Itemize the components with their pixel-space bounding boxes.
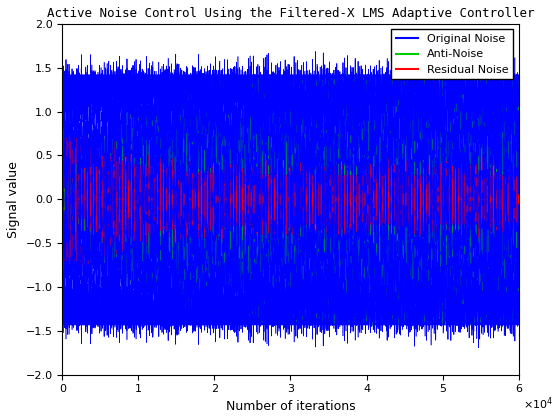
Title: Active Noise Control Using the Filtered-X LMS Adaptive Controller: Active Noise Control Using the Filtered-… <box>46 7 534 20</box>
Y-axis label: Signal value: Signal value <box>7 161 20 238</box>
X-axis label: Number of iterations: Number of iterations <box>226 400 355 413</box>
Text: $\times 10^4$: $\times 10^4$ <box>523 396 553 412</box>
Legend: Original Noise, Anti-Noise, Residual Noise: Original Noise, Anti-Noise, Residual Noi… <box>391 29 513 79</box>
